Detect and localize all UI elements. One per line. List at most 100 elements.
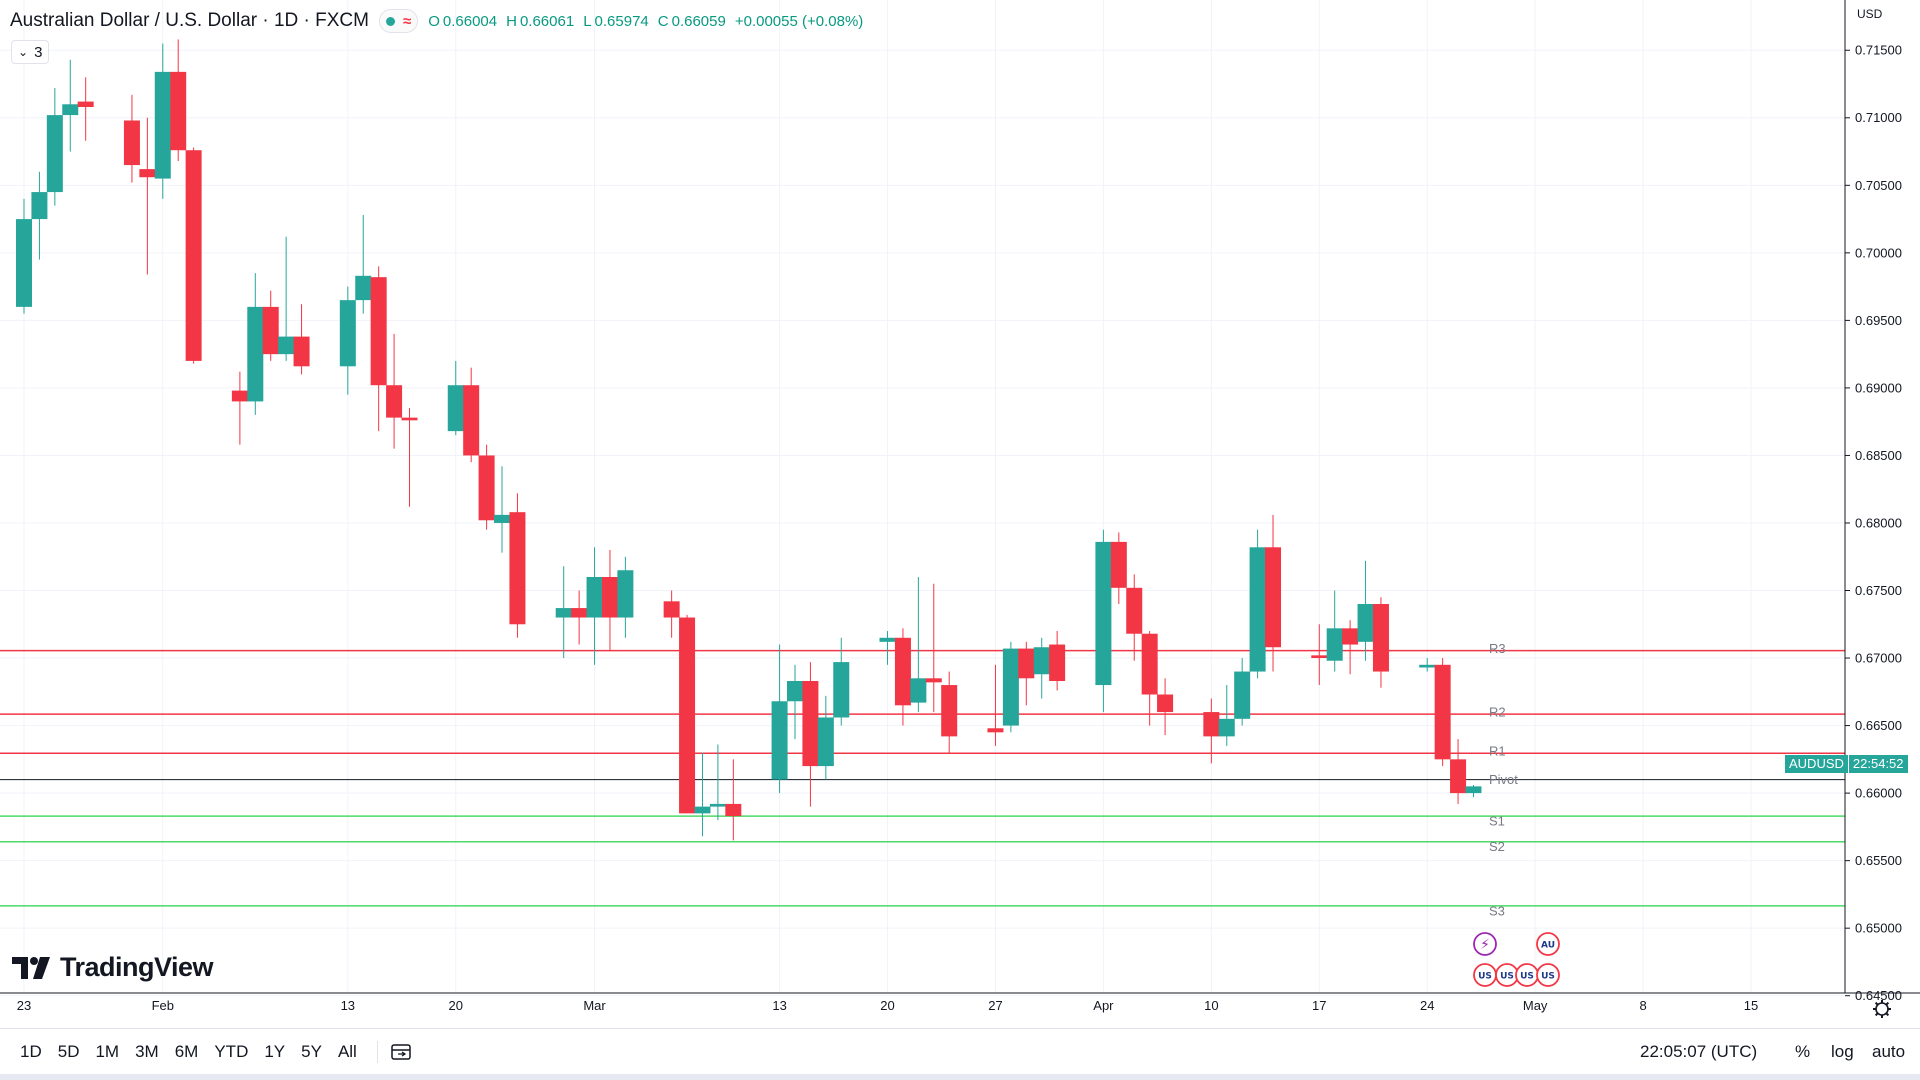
range-1d[interactable]: 1D (20, 1042, 42, 1061)
candle (370, 266, 387, 432)
candle-body (1249, 547, 1266, 672)
candle-body (555, 608, 572, 618)
tradingview-logo[interactable]: TradingView (12, 952, 214, 983)
range-6m[interactable]: 6M (174, 1042, 199, 1061)
candle-body (62, 104, 79, 116)
candle-body (278, 336, 295, 355)
candle-body (509, 512, 526, 625)
candle (139, 117, 156, 275)
event-icon-flag-us: US (1495, 963, 1519, 987)
percent-scale-toggle[interactable]: % (1795, 1042, 1811, 1061)
candle (1110, 532, 1127, 605)
candle-body (571, 608, 588, 618)
event-icon-glyph: US (1478, 972, 1492, 982)
candle (16, 198, 32, 314)
candle (910, 577, 927, 713)
candle (262, 290, 279, 361)
auto-scale-toggle[interactable]: auto (1872, 1042, 1906, 1061)
candle (1218, 685, 1235, 746)
candle-body (987, 728, 1004, 733)
event-icon-glyph: ⚡ (1480, 937, 1490, 953)
candle (787, 664, 803, 740)
candle (494, 466, 511, 553)
price-tick-label: 0.66000 (1855, 786, 1902, 801)
wave-icon: ≈ (402, 12, 412, 30)
range-1m[interactable]: 1M (95, 1042, 120, 1061)
candle (802, 662, 819, 807)
candle-body (339, 300, 356, 367)
log-scale-toggle[interactable]: log (1831, 1042, 1854, 1061)
range-5y[interactable]: 5Y (301, 1042, 322, 1061)
candle (1203, 698, 1220, 764)
candle (817, 695, 834, 780)
level-label-pivot: Pivot (1489, 772, 1518, 787)
status-pill[interactable]: ≈ (378, 9, 419, 33)
candle-body (46, 115, 63, 193)
candle-body (1018, 648, 1035, 679)
candle-body (1049, 644, 1066, 682)
settings-gear-icon[interactable] (1873, 1000, 1891, 1018)
utc-clock[interactable]: 22:05:07 (UTC) (1640, 1042, 1758, 1061)
event-icon-glyph: US (1520, 972, 1534, 982)
candle-body (1234, 671, 1251, 719)
date-range-button[interactable] (390, 1042, 412, 1062)
candle-body (16, 219, 32, 307)
candle-body (77, 101, 94, 107)
candle-body (910, 678, 927, 703)
candle (185, 147, 202, 364)
candle (339, 286, 356, 395)
candle-body (31, 192, 48, 220)
candle (1249, 529, 1266, 679)
candle-body (1326, 628, 1343, 661)
candle-body (1372, 604, 1389, 672)
candle-body (170, 71, 187, 151)
candle (509, 493, 526, 638)
range-all[interactable]: All (337, 1042, 357, 1061)
candle (679, 614, 696, 814)
candle (1095, 529, 1112, 713)
event-icon-glyph: AU (1541, 941, 1555, 951)
range-1y[interactable]: 1Y (264, 1042, 286, 1061)
candle-body (679, 617, 696, 814)
candle (555, 566, 572, 659)
level-label-r2: R2 (1489, 705, 1506, 720)
price-tick-label: 0.65000 (1855, 921, 1902, 936)
candle-body (1465, 786, 1482, 794)
candle-body (833, 662, 850, 718)
candle-body (1311, 655, 1328, 659)
currency-label[interactable]: USD (1857, 7, 1883, 21)
candle (62, 59, 79, 152)
indicators-toggle[interactable]: ⌄ 3 (11, 40, 50, 64)
logo-text: TradingView (60, 952, 214, 982)
time-tick-label: 27 (988, 998, 1002, 1013)
range-ytd[interactable]: YTD (214, 1042, 249, 1061)
range-3m[interactable]: 3M (135, 1042, 159, 1061)
candle-body (1033, 647, 1050, 675)
candle-body (478, 455, 495, 521)
candle (1357, 560, 1374, 661)
candle (1434, 658, 1451, 767)
candle-body (447, 385, 464, 432)
candle-body (247, 306, 264, 402)
footer-strip (0, 1074, 1920, 1080)
level-label-r3: R3 (1489, 641, 1506, 656)
candle-body (494, 514, 511, 523)
time-tick-label: Mar (583, 998, 606, 1013)
gear-tooth (1885, 1001, 1890, 1006)
price-tick-label: 0.71000 (1855, 110, 1902, 125)
event-icon-glyph: US (1541, 972, 1555, 982)
open-value: 0.66004 (442, 12, 498, 30)
gear-tooth (1874, 1001, 1879, 1006)
candle-body (894, 637, 911, 706)
range-5d[interactable]: 5D (57, 1042, 80, 1061)
event-icon-ring (1536, 963, 1560, 987)
candle-body (771, 701, 788, 780)
gear-tooth (1874, 1012, 1879, 1017)
candle (1234, 658, 1251, 726)
symbol-title[interactable]: Australian Dollar / U.S. Dollar · 1D · F… (10, 10, 369, 31)
close-label: C (657, 12, 669, 30)
candle (1419, 658, 1436, 672)
candle (987, 664, 1004, 746)
candle-body (1218, 718, 1235, 737)
